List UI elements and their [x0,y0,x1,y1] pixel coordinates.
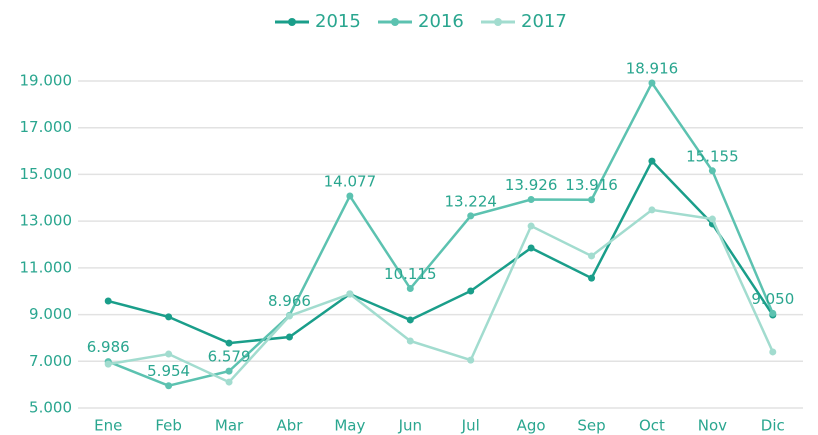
x-tick-label: Dic [761,417,785,435]
x-tick-label: Nov [698,417,727,435]
y-tick-label: 9.000 [29,305,72,323]
point [346,290,354,298]
point [165,350,173,358]
point [104,297,112,305]
point [467,212,475,220]
y-tick-label: 17.000 [20,118,73,136]
data-label: 8.966 [268,292,311,310]
legend-dot [494,18,502,26]
series-line [107,158,774,345]
data-label: 9.050 [751,290,794,308]
point [467,356,475,364]
x-tick-label: Ene [94,417,122,435]
point [527,244,535,252]
point [406,285,414,293]
y-tick-label: 11.000 [20,258,73,276]
y-tick-label: 7.000 [29,352,72,370]
point [648,79,656,87]
data-label: 13.224 [444,192,497,210]
data-label: 5.954 [147,362,190,380]
point [527,196,535,204]
point [406,337,414,345]
y-tick-label: 13.000 [20,212,73,230]
point [225,367,233,375]
legend-label: 2016 [418,11,464,32]
y-tick-label: 19.000 [20,72,73,90]
data-label: 14.077 [324,172,377,190]
point [588,274,596,282]
x-tick-label: Oct [639,417,665,435]
point [346,192,354,200]
point [708,215,716,223]
data-label: 18.916 [626,59,679,77]
x-tick-label: Abr [276,417,303,435]
point [285,333,293,341]
point [708,167,716,175]
y-tick-label: 5.000 [29,399,72,417]
x-tick-label: Jun [398,417,422,435]
x-tick-label: Sep [577,417,605,435]
point [588,196,596,204]
point [648,157,656,165]
y-tick-label: 15.000 [20,165,73,183]
x-tick-label: Mar [215,417,244,435]
x-tick-label: May [334,417,365,435]
point [406,316,414,324]
point [588,252,596,260]
point [648,206,656,214]
series-line [108,208,774,384]
point [527,222,535,230]
point [225,339,233,347]
x-tick-label: Ago [517,417,546,435]
data-label: 13.916 [565,176,618,194]
point [104,360,112,368]
point [165,382,173,390]
legend-dot [391,18,399,26]
data-label: 6.579 [208,348,251,366]
point [769,348,777,356]
point [467,287,475,295]
data-label: 10.115 [384,265,437,283]
data-label: 15.155 [686,147,739,165]
legend-label: 2017 [521,11,567,32]
x-tick-label: Feb [155,417,182,435]
point [285,312,293,320]
point [165,313,173,321]
point [225,378,233,386]
legend-dot [288,18,296,26]
legend-label: 2015 [315,11,361,32]
series-line [107,80,774,388]
data-label: 13.926 [505,176,558,194]
x-tick-label: Jul [461,417,480,435]
data-label: 6.986 [87,338,130,356]
point [769,309,777,317]
